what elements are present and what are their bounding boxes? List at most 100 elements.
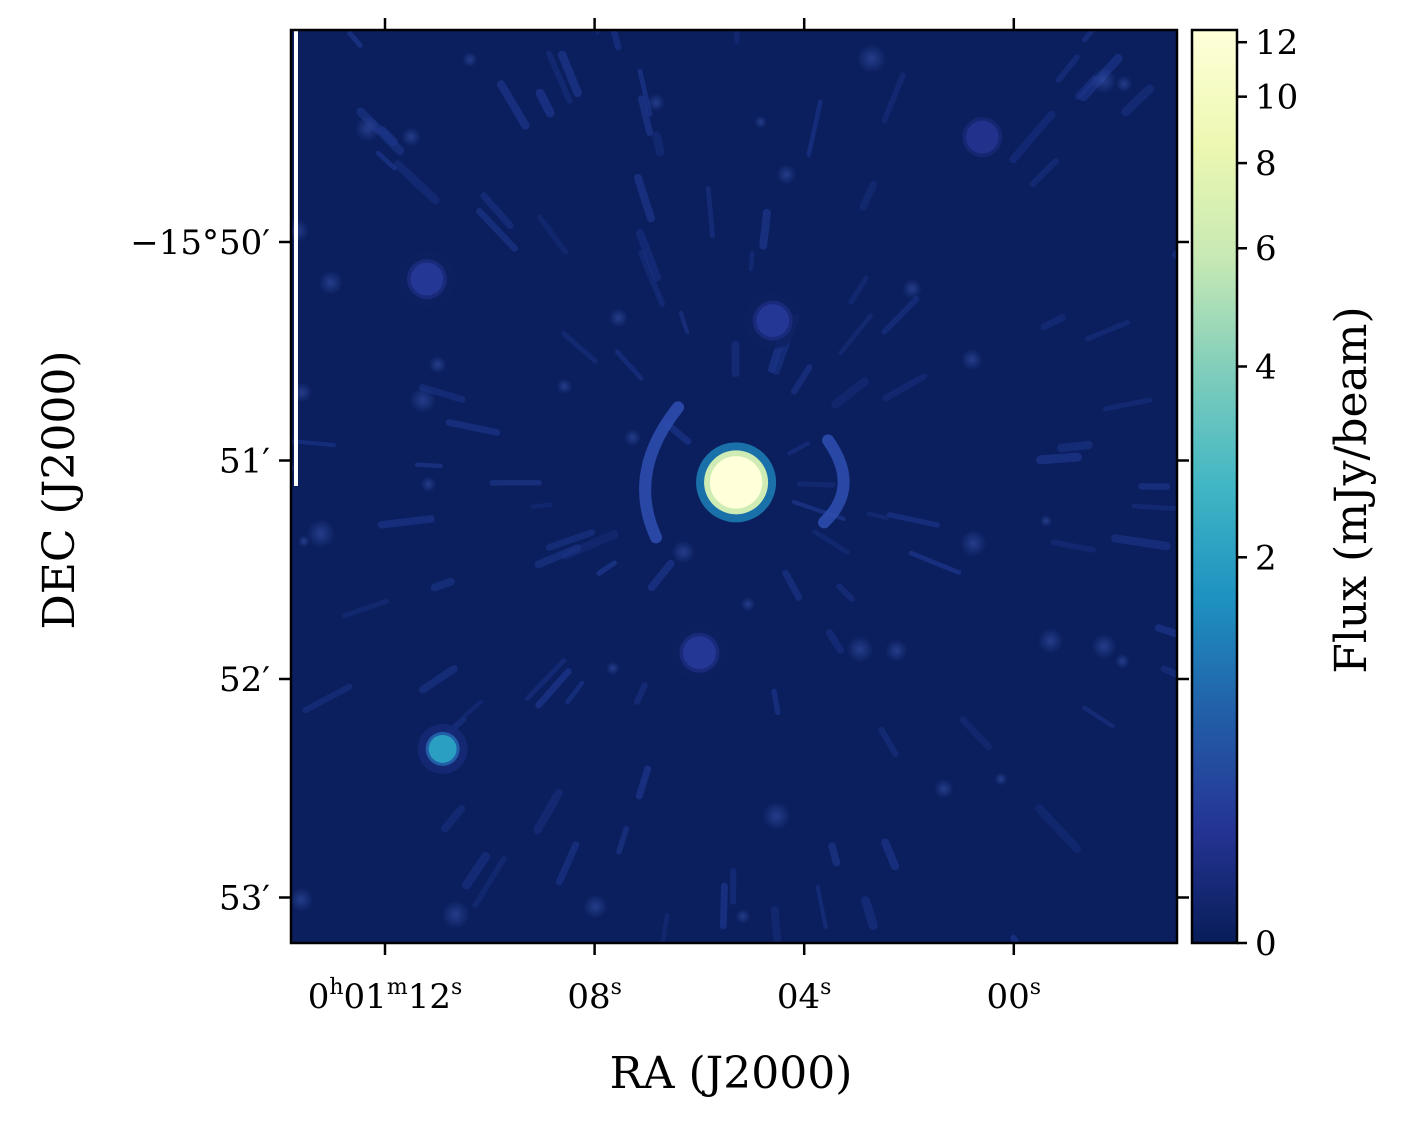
noise-streak <box>908 550 962 575</box>
noise-streak <box>948 967 960 995</box>
noise-streak <box>748 251 755 271</box>
sidelobe-arc-left <box>639 401 685 544</box>
noise-streak <box>634 681 648 705</box>
colorbar-gradient <box>1190 28 1239 945</box>
noise-streak <box>652 131 665 157</box>
noise-blob <box>441 900 470 929</box>
noise-streak <box>634 173 655 223</box>
noise-streak <box>106 557 124 559</box>
noise-streak <box>637 95 654 137</box>
noise-streak <box>445 419 501 436</box>
noise-streak <box>170 625 212 636</box>
noise-streak <box>770 906 782 943</box>
noise-streak <box>375 150 397 171</box>
noise-blob <box>885 639 908 662</box>
noise-streak <box>530 502 553 510</box>
noise-streak <box>614 349 644 381</box>
colorbar-tick-label: 2 <box>1255 538 1277 578</box>
noise-streak <box>806 99 823 157</box>
noise-streak <box>782 570 803 601</box>
x-axis-ticks: 0h01m12s 08s 04s 00s <box>308 18 1041 1017</box>
colorbar-tick-label: 10 <box>1255 78 1298 118</box>
noise-blob <box>556 378 573 395</box>
noise-streak <box>1085 319 1131 342</box>
y-tick-label: 51′ <box>219 442 270 482</box>
noise-streak <box>524 658 567 701</box>
noise-streak <box>557 50 582 98</box>
noise-streak <box>825 628 844 654</box>
image-frame <box>289 28 1179 945</box>
noise-blob <box>409 386 437 414</box>
noise-streak <box>647 559 675 592</box>
noise-blob <box>401 127 421 147</box>
colorbar-tick-label: 6 <box>1255 229 1277 269</box>
noise-streak <box>1057 440 1093 452</box>
noise-blob <box>671 540 696 564</box>
noise-blob <box>960 348 983 371</box>
noise-blob <box>624 429 642 447</box>
noise-blob <box>608 308 628 328</box>
noise-streak <box>430 577 455 592</box>
noise-blob <box>420 476 437 493</box>
noise-streak <box>482 1049 505 1104</box>
y-tick-label: 52′ <box>219 660 270 700</box>
noise-streak <box>555 841 580 886</box>
noise-blob <box>1115 653 1130 669</box>
noise-streak <box>719 882 728 930</box>
source-upper-center-core <box>756 304 790 338</box>
noise-streak <box>1131 503 1177 512</box>
noise-blob <box>1115 75 1133 93</box>
noise-streak <box>534 544 582 569</box>
noise-streak <box>230 371 253 376</box>
noise-streak <box>302 683 353 714</box>
noise-streak <box>342 598 390 618</box>
source-upper-right-core <box>965 120 999 154</box>
noise-streak <box>610 30 622 51</box>
noise-streak <box>596 560 617 576</box>
noise-blob <box>994 772 1008 786</box>
noise-blob <box>902 279 922 299</box>
noise-streak <box>660 913 670 943</box>
y-axis-ticks: −15°50′ 51′ 52′ 53′ <box>130 223 1189 919</box>
noise-streak <box>866 511 889 521</box>
noise-streak <box>222 289 276 309</box>
noise-streak <box>882 373 928 402</box>
noise-streak <box>205 730 250 753</box>
noise-streak <box>393 160 440 205</box>
y-tick-label: −15°50′ <box>130 223 270 263</box>
noise-streak <box>472 856 507 908</box>
noise-blob <box>960 530 987 557</box>
noise-streak <box>1050 539 1096 553</box>
noise-streak <box>838 313 873 356</box>
noise-streak <box>1029 158 1059 188</box>
noise-streak <box>1133 0 1170 11</box>
noise-streak <box>195 178 220 192</box>
noise-streak <box>635 229 662 282</box>
noise-streak <box>561 331 598 364</box>
noise-streak <box>831 377 869 409</box>
noise-streak <box>565 680 585 705</box>
noise-streak <box>848 275 869 305</box>
noise-streak <box>1082 705 1115 729</box>
noise-blob <box>735 908 751 924</box>
noise-streak <box>678 310 690 335</box>
x-axis-label: RA (J2000) <box>610 1048 853 1099</box>
x-tick-label: 08s <box>567 975 622 1017</box>
noise-streak <box>377 515 435 529</box>
noise-streak <box>859 180 878 211</box>
noise-streak <box>616 825 630 855</box>
noise-blob <box>1090 67 1117 94</box>
noise-blob <box>647 93 665 112</box>
noise-layer <box>106 0 1177 1104</box>
noise-blob <box>297 535 310 548</box>
noise-streak <box>535 88 555 118</box>
noise-streak <box>771 688 781 716</box>
noise-streak <box>790 364 813 395</box>
colorbar-tick-label: 0 <box>1255 924 1277 964</box>
noise-streak <box>1055 54 1080 83</box>
noise-streak <box>497 80 530 130</box>
noise-streak <box>959 716 993 751</box>
noise-streak <box>886 512 940 528</box>
noise-streak <box>546 50 573 104</box>
